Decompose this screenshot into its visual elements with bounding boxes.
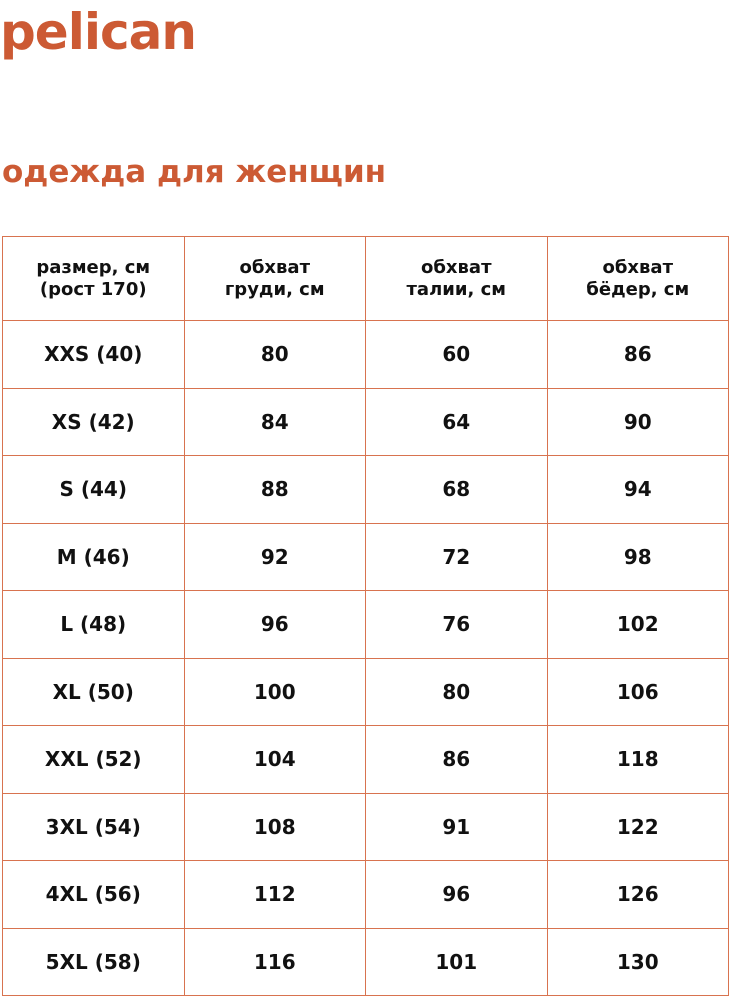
header-size: размер, см (рост 170): [2, 236, 185, 321]
cell-chest: 108: [183, 792, 366, 861]
cell-waist: 96: [365, 860, 548, 929]
cell-chest: 112: [183, 860, 366, 929]
cell-waist: 76: [365, 590, 548, 659]
page-title: одежда для женщин: [2, 154, 387, 190]
cell-hips: 86: [546, 320, 729, 389]
cell-waist: 64: [365, 387, 548, 456]
header-waist: обхват талии, см: [365, 236, 548, 321]
cell-size: L (48): [2, 590, 185, 659]
table-row: XXL (52) 104 86 118: [2, 725, 729, 794]
cell-waist: 86: [365, 725, 548, 794]
header-line: бёдер, см: [586, 278, 690, 300]
cell-chest: 92: [183, 522, 366, 591]
cell-chest: 116: [183, 927, 366, 996]
header-line: обхват: [602, 256, 673, 278]
table-row: XXS (40) 80 60 86: [2, 320, 729, 389]
cell-size: 5XL (58): [2, 927, 185, 996]
size-table: размер, см (рост 170) обхват груди, см обх…: [2, 236, 729, 996]
table-row: M (46) 92 72 98: [2, 522, 729, 591]
cell-waist: 101: [365, 927, 548, 996]
cell-waist: 60: [365, 320, 548, 389]
cell-chest: 80: [183, 320, 366, 389]
header-chest: обхват груди, см: [183, 236, 366, 321]
cell-hips: 126: [546, 860, 729, 929]
cell-size: M (46): [2, 522, 185, 591]
table-header-row: размер, см (рост 170) обхват груди, см обх…: [2, 236, 729, 321]
cell-size: 3XL (54): [2, 792, 185, 861]
cell-size: 4XL (56): [2, 860, 185, 929]
table-row: 5XL (58) 116 101 130: [2, 927, 729, 996]
cell-hips: 98: [546, 522, 729, 591]
cell-hips: 130: [546, 927, 729, 996]
cell-chest: 96: [183, 590, 366, 659]
header-line: обхват: [239, 256, 310, 278]
cell-hips: 102: [546, 590, 729, 659]
brand-logo: pelican: [0, 3, 197, 61]
header-line: талии, см: [406, 278, 506, 300]
header-line: обхват: [420, 256, 492, 278]
cell-chest: 84: [183, 387, 366, 456]
table-row: L (48) 96 76 102: [2, 590, 729, 659]
header-hips: обхват бёдер, см: [546, 236, 729, 321]
cell-waist: 91: [365, 792, 548, 861]
cell-chest: 88: [183, 455, 366, 524]
table-row: 4XL (56) 112 96 126: [2, 860, 729, 929]
cell-hips: 94: [546, 455, 729, 524]
cell-hips: 118: [546, 725, 729, 794]
table-row: S (44) 88 68 94: [2, 455, 729, 524]
header-line: (рост 170): [39, 278, 147, 300]
cell-waist: 68: [365, 455, 548, 524]
table-row: XL (50) 100 80 106: [2, 657, 729, 726]
cell-chest: 100: [183, 657, 366, 726]
cell-size: XXS (40): [2, 320, 185, 389]
header-line: груди, см: [224, 278, 325, 300]
cell-size: XS (42): [2, 387, 185, 456]
cell-hips: 106: [546, 657, 729, 726]
cell-chest: 104: [183, 725, 366, 794]
cell-size: XL (50): [2, 657, 185, 726]
cell-hips: 122: [546, 792, 729, 861]
header-line: размер, см: [36, 256, 151, 278]
table-row: 3XL (54) 108 91 122: [2, 792, 729, 861]
cell-size: S (44): [2, 455, 185, 524]
table-row: XS (42) 84 64 90: [2, 387, 729, 456]
cell-waist: 80: [365, 657, 548, 726]
cell-hips: 90: [546, 387, 729, 456]
cell-size: XXL (52): [2, 725, 185, 794]
cell-waist: 72: [365, 522, 548, 591]
